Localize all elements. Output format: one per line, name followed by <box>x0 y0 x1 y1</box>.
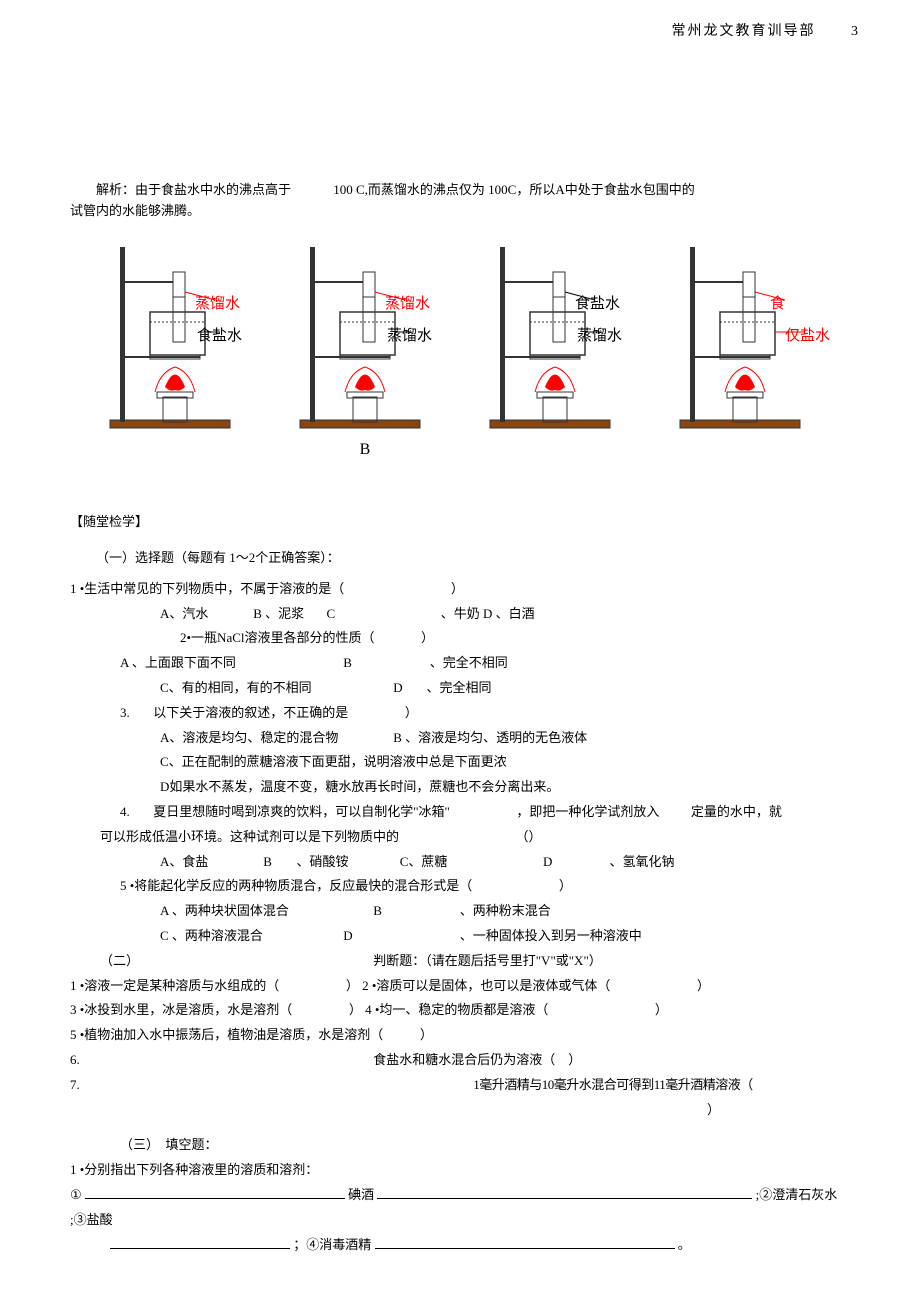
j5: 5 •植物油加入水中振荡后，植物油是溶质，水是溶剂（ <box>70 1027 383 1042</box>
q5-opt-d-label: D <box>343 926 373 947</box>
q5-stem: 5 •将能起化学反应的两种物质混合，反应最快的混合形式是（ <box>120 878 472 893</box>
q1-opt-c: 、牛奶 <box>350 604 480 625</box>
q5-end: ） <box>559 878 572 893</box>
p3-l2-b: ；④消毒酒精 <box>293 1237 371 1252</box>
q4-opt-c: C、蔗糖 <box>400 852 540 873</box>
label-shi: 食 <box>770 292 785 316</box>
j2: 2 •溶质可以是固体，也可以是液体或气体（ <box>362 978 610 993</box>
p3-l1-a: ① <box>70 1187 82 1202</box>
label-salt-only: 仅盐水 <box>785 324 830 348</box>
header-brand: 常州龙文教育训导部 <box>672 24 816 39</box>
label-distilled: 蒸馏水 <box>385 292 430 316</box>
q4-line2: 可以形成低温小环境。这种试剂可以是下列物质中的 <box>100 829 399 844</box>
q3-stem: 以下关于溶液的叙述，不正确的是 <box>153 705 348 720</box>
q4-stem-c: 定量的水中，就 <box>691 804 782 819</box>
p3-l2-a: ;③盐酸 <box>70 1210 850 1231</box>
q2-opt-b: 、完全不相同 <box>430 655 508 670</box>
q2-opt-d-label: D <box>393 678 423 699</box>
explain-text-c: 试管内的水能够沸腾。 <box>70 201 850 222</box>
explanation-block: 解析：由于食盐水中水的沸点高于 100 C,而蒸馏水的沸点仅为 100C，所以A… <box>70 180 850 222</box>
j7: 1毫升酒精与10毫升水混合可得到11毫升酒精溶液（ <box>473 1077 753 1092</box>
label-distilled2: 蒸馏水 <box>387 324 432 348</box>
q1-opt-c-label: C <box>327 604 347 625</box>
label-salt: 食盐水 <box>197 324 242 348</box>
j3-end: ） <box>349 1002 362 1017</box>
q1-opt-d: D 、白酒 <box>483 606 535 621</box>
label-distilled: 蒸馏水 <box>577 324 622 348</box>
setup-d: 食 仅盐水 <box>655 242 835 463</box>
q2-end: ） <box>421 630 434 645</box>
letter-b: B <box>275 437 455 463</box>
q4-opt-a: A、食盐 <box>160 852 260 873</box>
q3-num: 3. <box>120 703 150 724</box>
q5-opt-b-label: B <box>373 901 403 922</box>
q5-opt-b: 、两种粉末混合 <box>460 903 551 918</box>
setup-c: 食盐水 蒸馏水 <box>465 242 645 463</box>
setup-b: 蒸馏水 蒸馏水 B <box>275 242 455 463</box>
j4-end: ） <box>655 1002 668 1017</box>
j2-end: ） <box>697 978 710 993</box>
q4-opt-d: 、氢氧化钠 <box>610 854 675 869</box>
blank-line <box>85 1198 345 1199</box>
p3-q1: 1 •分别指出下列各种溶液里的溶质和溶剂： <box>70 1160 850 1181</box>
blank-line <box>110 1248 290 1249</box>
q1-opt-b: B 、泥浆 <box>253 604 323 625</box>
q3-opt-a: A、溶液是均匀、稳定的混合物 <box>160 728 390 749</box>
q3-end: ） <box>405 705 418 720</box>
q4-num: 4. <box>120 802 150 823</box>
q2-opt-b-label: B <box>343 653 373 674</box>
q2-opt-c: C、有的相同，有的不相同 <box>160 678 390 699</box>
j7-end: ） <box>70 1100 850 1121</box>
label-salt: 食盐水 <box>575 292 620 316</box>
q4-line2-end: （） <box>516 829 542 844</box>
part3-title: （三） 填空题： <box>70 1135 850 1156</box>
q4-stem-b: ，即把一种化学试剂放入 <box>516 804 659 819</box>
j5-end: ） <box>420 1027 433 1042</box>
q1-opt-a: A、汽水 <box>160 604 250 625</box>
q1-stem: 1 •生活中常见的下列物质中，不属于溶液的是（ <box>70 581 344 596</box>
j6-num: 6. <box>70 1050 370 1071</box>
p3-l1-b: 碘酒 <box>348 1187 374 1202</box>
j1-end: ） <box>346 978 359 993</box>
q4-stem-a: 夏日里想随时喝到凉爽的饮料，可以自制化学"冰箱" <box>153 804 450 819</box>
p3-l2-c: 。 <box>678 1237 691 1252</box>
q5-opt-c: C 、两种溶液混合 <box>160 926 340 947</box>
q4-opt-d-label: D <box>543 852 573 873</box>
part1-title: （一）选择题（每题有 1～2个正确答案）： <box>70 548 850 569</box>
q3-opt-c: C、正在配制的蔗糖溶液下面更甜，说明溶液中总是下面更浓 <box>70 752 850 773</box>
j1: 1 •溶液一定是某种溶质与水组成的（ <box>70 978 279 993</box>
explain-text-b: 100 C,而蒸馏水的沸点仅为 100C，所以A中处于食盐水包围中的 <box>333 182 694 197</box>
j6: 食盐水和糖水混合后仍为溶液（ ） <box>373 1052 581 1067</box>
q1-end: ） <box>451 581 464 596</box>
q4-opt-b: 、硝酸铵 <box>297 852 397 873</box>
q3-opt-d: D如果水不蒸发，温度不变，糖水放再长时间，蔗糖也不会分离出来。 <box>70 777 850 798</box>
blank-line <box>375 1248 675 1249</box>
setup-a: 蒸馏水 食盐水 <box>85 242 265 463</box>
j3: 3 •冰投到水里，冰是溶质，水是溶剂（ <box>70 1002 292 1017</box>
q2-stem: 2•一瓶NaCl溶液里各部分的性质（ <box>180 630 375 645</box>
page-number: 3 <box>851 24 860 39</box>
q2-opt-a: A 、上面跟下面不同 <box>120 653 340 674</box>
q3-opt-b: B 、溶液是均匀、透明的无色液体 <box>393 730 587 745</box>
q2-opt-d: 、完全相同 <box>427 680 492 695</box>
j7-num: 7. <box>70 1075 470 1096</box>
section-title: 【随堂检学】 <box>70 512 850 533</box>
q4-opt-b-label: B <box>263 852 293 873</box>
q5-opt-a: A 、两种块状固体混合 <box>160 901 370 922</box>
j4: 4 •均一、稳定的物质都是溶液（ <box>365 1002 548 1017</box>
part2-title: （二） <box>100 951 370 972</box>
experiment-diagrams: 蒸馏水 食盐水 蒸馏水 蒸馏水 <box>70 242 850 463</box>
label-distilled: 蒸馏水 <box>195 292 240 316</box>
explain-text-a: 解析：由于食盐水中水的沸点高于 <box>70 180 330 201</box>
p3-l1-c: ;②澄清石灰水 <box>756 1187 838 1202</box>
q5-opt-d: 、一种固体投入到另一种溶液中 <box>460 928 642 943</box>
blank-line <box>377 1198 752 1199</box>
part2-title2: 判断题：（请在题后括号里打"V"或"X"） <box>373 953 602 968</box>
